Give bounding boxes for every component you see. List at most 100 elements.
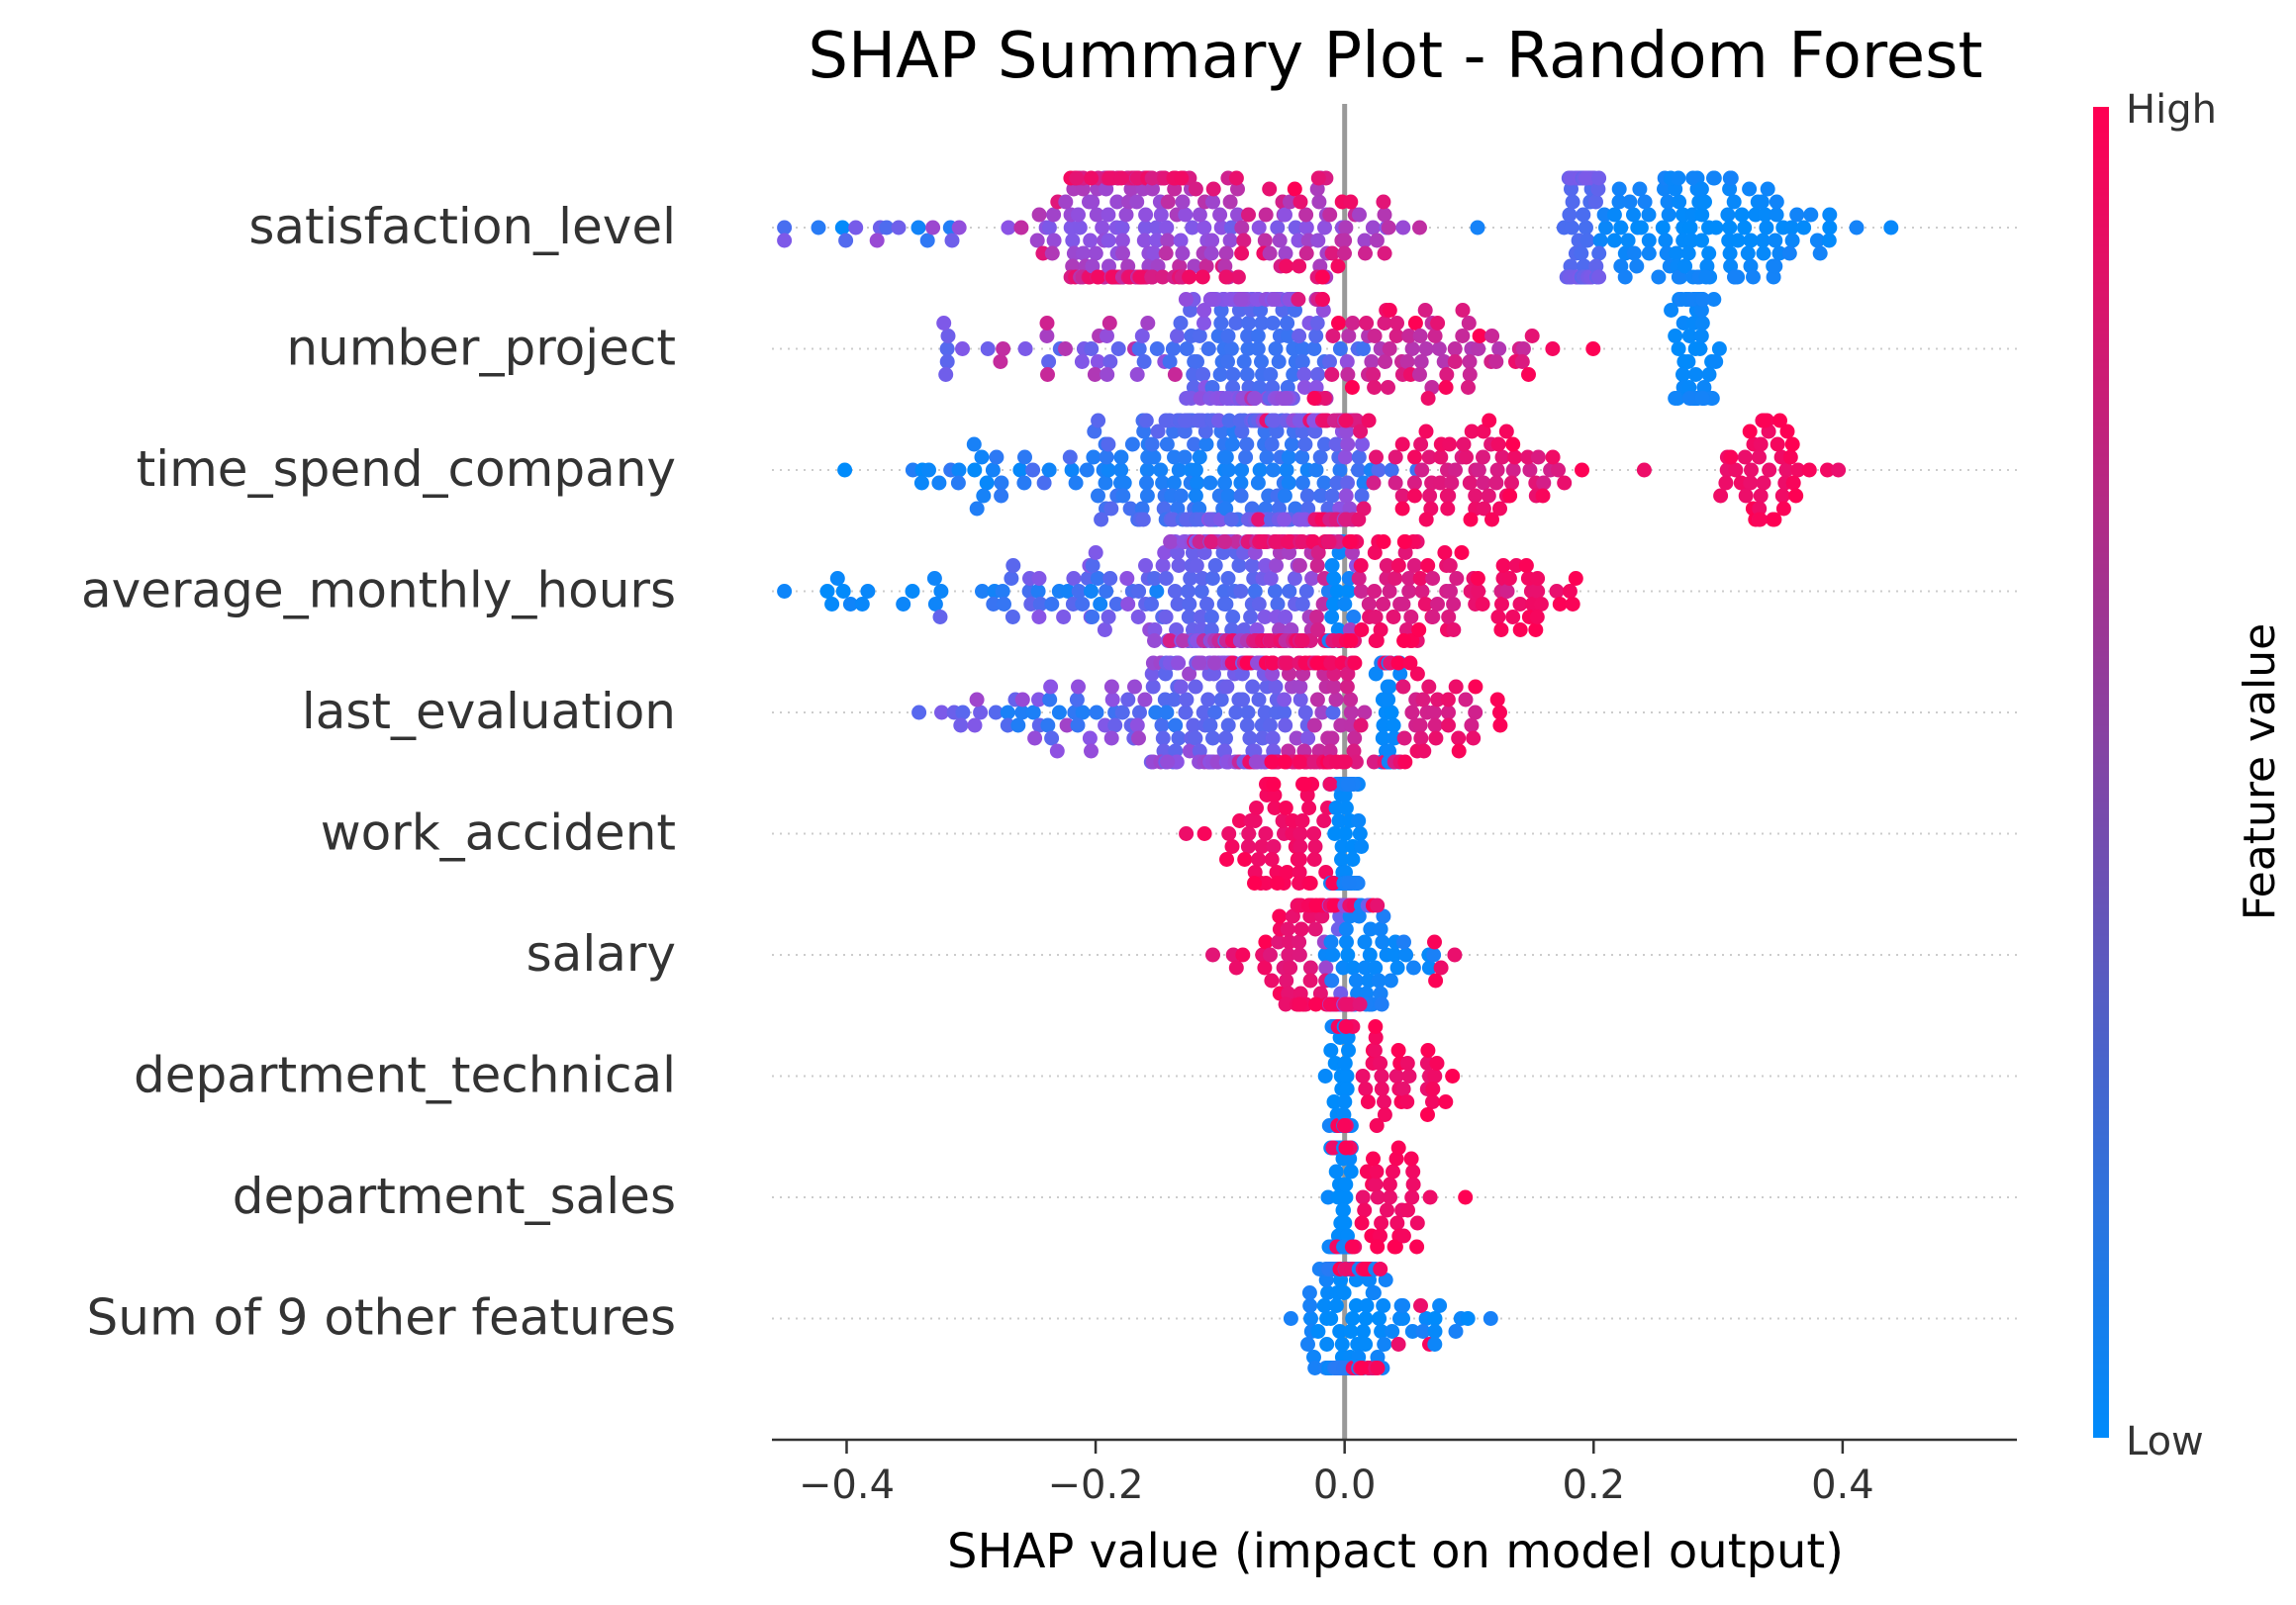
shap-point	[1407, 488, 1422, 504]
shap-point	[1233, 488, 1249, 504]
shap-point	[951, 462, 967, 478]
shap-point	[1234, 462, 1250, 478]
shap-point	[1095, 220, 1110, 236]
shap-point	[1466, 730, 1482, 746]
shap-point	[1100, 462, 1116, 478]
shap-point	[1470, 220, 1485, 236]
shap-point	[1307, 839, 1323, 854]
shap-point	[1365, 220, 1381, 236]
shap-point	[1399, 354, 1415, 369]
shap-point	[1266, 777, 1282, 792]
shap-point	[1383, 1189, 1397, 1205]
shap-point	[1404, 341, 1420, 356]
shap-point	[1440, 501, 1456, 517]
shap-point	[1293, 921, 1309, 937]
shap-point	[1116, 475, 1132, 491]
shap-point	[1287, 181, 1302, 197]
shap-point	[1694, 391, 1710, 406]
shap-point	[1058, 194, 1074, 210]
shap-point	[1456, 436, 1472, 452]
shap-point	[1188, 488, 1203, 504]
shap-point	[1144, 170, 1160, 186]
shap-point	[1482, 413, 1497, 428]
shap-point	[1427, 717, 1443, 733]
shap-point	[1251, 692, 1267, 708]
shap-point	[1192, 655, 1206, 671]
shap-point	[1279, 258, 1294, 274]
shap-point	[1153, 207, 1169, 223]
shap-point	[1300, 1337, 1315, 1352]
shap-point	[1432, 1298, 1448, 1313]
shap-point	[1801, 462, 1817, 478]
shap-point	[1221, 413, 1237, 428]
shap-point	[1158, 245, 1174, 261]
shap-point	[1193, 610, 1208, 624]
shap-point	[939, 354, 955, 369]
shap-point	[1014, 692, 1030, 708]
shap-point	[1250, 329, 1266, 343]
shap-point	[1138, 413, 1154, 428]
shap-point	[1304, 571, 1320, 586]
shap-point	[1512, 622, 1528, 637]
shap-point	[1306, 341, 1322, 356]
shap-point	[1262, 245, 1278, 261]
shap-point	[1358, 1337, 1374, 1352]
shap-point	[1145, 181, 1160, 197]
shap-point	[1071, 207, 1086, 223]
shap-point	[1200, 692, 1216, 708]
shap-point	[1113, 170, 1129, 186]
shap-point	[1100, 367, 1115, 382]
shap-point	[1694, 316, 1710, 330]
shap-point	[1490, 610, 1506, 624]
shap-point	[1167, 367, 1183, 382]
shap-point	[1292, 258, 1307, 274]
shap-point	[944, 233, 960, 248]
shap-point	[1427, 934, 1442, 950]
shap-point	[1124, 436, 1140, 452]
shap-point	[1655, 220, 1671, 236]
shap-point	[1530, 571, 1546, 586]
shap-point	[1173, 233, 1189, 248]
shap-point	[1784, 436, 1800, 452]
shap-point	[1369, 1118, 1385, 1133]
shap-point	[1425, 571, 1441, 586]
shap-point	[1294, 813, 1310, 828]
shap-point	[1336, 1285, 1352, 1300]
shap-point	[1505, 436, 1521, 452]
shap-point	[838, 233, 854, 248]
shap-point	[1016, 475, 1032, 491]
feature-label: last_evaluation	[302, 683, 676, 740]
shap-point	[1146, 245, 1162, 261]
shap-point	[1682, 220, 1698, 236]
shap-point	[1337, 1215, 1353, 1231]
shap-point	[1376, 194, 1391, 210]
shap-point	[1234, 220, 1250, 236]
feature-label: Sum of 9 other features	[87, 1289, 676, 1347]
shap-point	[1366, 754, 1382, 770]
feature-label: satisfaction_level	[248, 198, 676, 255]
shap-point	[1272, 908, 1288, 924]
shap-point	[1306, 391, 1322, 406]
shap-point	[1159, 705, 1175, 720]
shap-point	[1254, 354, 1269, 369]
shap-point	[1535, 488, 1551, 504]
shap-point	[848, 220, 864, 236]
shap-point	[1099, 584, 1114, 599]
shap-point	[1298, 207, 1314, 223]
shap-point	[1306, 1350, 1321, 1365]
shap-point	[1395, 679, 1411, 695]
shap-point	[1310, 170, 1326, 186]
shap-point	[1310, 367, 1325, 382]
shap-point	[1394, 436, 1410, 452]
shap-point	[1240, 329, 1256, 343]
shap-point	[1205, 730, 1220, 746]
shap-point	[1091, 269, 1106, 285]
shap-point	[1219, 679, 1235, 695]
shap-point	[989, 449, 1004, 465]
shap-point	[1387, 730, 1402, 746]
shap-point	[1382, 679, 1397, 695]
shap-point	[1376, 534, 1391, 549]
shap-point	[1281, 449, 1296, 465]
shap-point	[1384, 462, 1399, 478]
shap-point	[1441, 705, 1456, 720]
